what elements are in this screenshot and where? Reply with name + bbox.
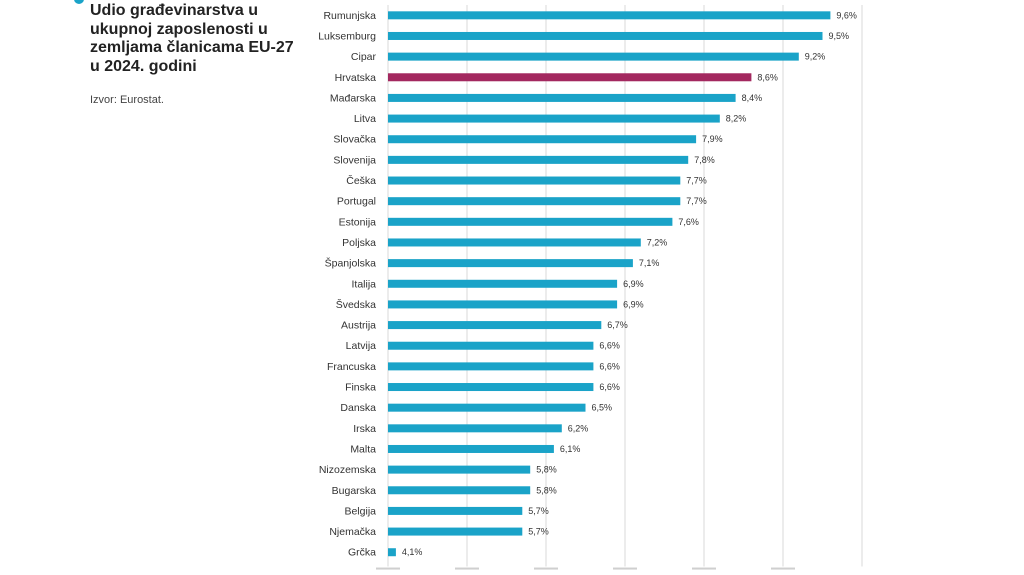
category-label: Finska: [345, 382, 376, 394]
category-label: Nizozemska: [319, 464, 376, 476]
value-label: 7,7%: [686, 196, 707, 206]
bar: [388, 362, 594, 371]
value-label: 9,2%: [805, 52, 826, 62]
value-label: 6,2%: [568, 423, 589, 433]
value-label: 8,6%: [757, 72, 778, 82]
chart-title: Udio građevinarstva u ukupnoj zaposlenos…: [90, 2, 294, 75]
value-label: 7,2%: [647, 237, 668, 247]
bar: [388, 279, 618, 288]
value-label: 6,6%: [599, 361, 620, 371]
category-label: Slovačka: [333, 134, 376, 146]
value-label: 7,7%: [686, 176, 707, 186]
category-label: Grčka: [348, 547, 376, 559]
bar: [388, 93, 736, 102]
category-label: Belgija: [344, 505, 376, 517]
value-label: 6,1%: [560, 444, 581, 454]
category-label: Mađarska: [330, 92, 376, 104]
category-label: Hrvatska: [335, 72, 377, 84]
category-label: Malta: [350, 443, 376, 455]
axis-tick-mark: [534, 567, 558, 570]
bar: [388, 11, 831, 20]
category-label: Italija: [351, 278, 376, 290]
bar: [388, 486, 531, 495]
category-label: Danska: [340, 402, 376, 414]
bar: [388, 52, 799, 61]
axis-tick-mark: [771, 567, 795, 570]
axis-tick-mark: [692, 567, 716, 570]
value-label: 7,1%: [639, 258, 660, 268]
category-label: Bugarska: [332, 485, 377, 497]
bar: [388, 31, 823, 40]
value-label: 4,1%: [402, 547, 423, 557]
title-accent-dot: [74, 0, 84, 4]
value-label: 7,6%: [678, 217, 699, 227]
axis-tick-mark: [613, 567, 637, 570]
chart-source: Izvor: Eurostat.: [90, 94, 164, 106]
bar: [388, 465, 531, 474]
bar: [388, 217, 673, 226]
bar: [388, 155, 689, 164]
category-label: Portugal: [337, 196, 376, 208]
value-label: 7,9%: [702, 134, 723, 144]
bar: [388, 300, 618, 309]
value-label: 6,9%: [623, 299, 644, 309]
bar: [388, 403, 586, 412]
value-label: 8,4%: [742, 93, 763, 103]
bar: [388, 238, 641, 247]
value-label: 5,8%: [536, 465, 557, 475]
bar: [388, 383, 594, 392]
bar: [388, 114, 720, 123]
value-label: 5,7%: [528, 527, 549, 537]
axis-tick-mark: [455, 567, 479, 570]
value-label: 9,5%: [829, 31, 850, 41]
bar: [388, 548, 396, 557]
category-label: Cipar: [351, 51, 377, 63]
value-label: 6,6%: [599, 382, 620, 392]
category-label: Litva: [354, 113, 376, 125]
category-label: Irska: [353, 423, 376, 435]
value-label: 6,9%: [623, 279, 644, 289]
bar-highlight: [388, 73, 752, 82]
bars: [388, 11, 831, 557]
bar: [388, 259, 633, 268]
title-block: Udio građevinarstva u ukupnoj zaposlenos…: [90, 2, 300, 106]
category-label: Njemačka: [329, 526, 376, 538]
category-label: Slovenija: [333, 154, 376, 166]
category-label: Estonija: [339, 216, 377, 228]
value-label: 9,6%: [836, 10, 857, 20]
value-label: 6,6%: [599, 341, 620, 351]
value-label: 8,2%: [726, 114, 747, 124]
labels: Rumunjska 9,6% Luksemburg 9,5% Cipar 9,2% Hrva…: [318, 10, 857, 559]
category-label: Rumunjska: [323, 10, 376, 22]
bar: [388, 506, 523, 515]
bar: [388, 135, 697, 144]
value-label: 7,8%: [694, 155, 715, 165]
bar: [388, 424, 562, 433]
bar: [388, 444, 554, 453]
category-label: Francuska: [327, 361, 376, 373]
category-label: Austrija: [341, 320, 376, 332]
category-label: Latvija: [346, 340, 377, 352]
value-label: 6,5%: [592, 403, 613, 413]
bar: [388, 321, 602, 330]
value-label: 5,8%: [536, 485, 557, 495]
axis-tick-mark: [376, 567, 400, 570]
bar: [388, 197, 681, 206]
bar: [388, 527, 523, 536]
category-label: Švedska: [336, 298, 376, 311]
category-label: Luksemburg: [318, 30, 376, 42]
bar: [388, 176, 681, 185]
bar: [388, 341, 594, 350]
value-label: 6,7%: [607, 320, 628, 330]
value-label: 5,7%: [528, 506, 549, 516]
category-label: Češka: [346, 174, 376, 187]
category-label: Poljska: [342, 237, 376, 249]
category-label: Španjolska: [325, 257, 377, 270]
